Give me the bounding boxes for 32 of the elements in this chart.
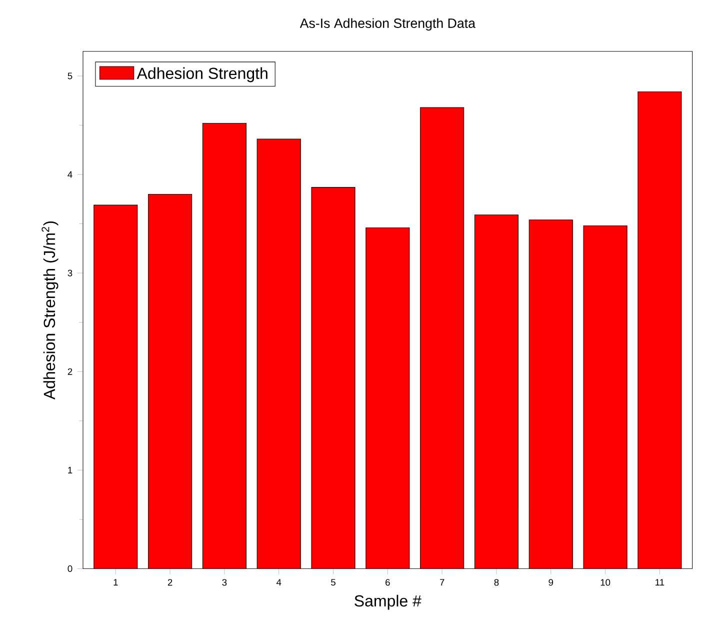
bar xyxy=(366,228,410,569)
y-tick-label: 4 xyxy=(68,171,72,178)
x-tick-label: 8 xyxy=(494,579,499,586)
chart-title: As-Is Adhesion Strength Data xyxy=(300,18,476,31)
x-tick-label: 7 xyxy=(440,579,444,586)
bar xyxy=(529,220,573,569)
x-tick-label: 5 xyxy=(331,579,336,586)
bar xyxy=(312,187,356,569)
bar xyxy=(584,226,628,569)
bar xyxy=(148,194,192,569)
x-tick-label: 4 xyxy=(276,579,282,586)
bar xyxy=(202,123,246,569)
x-tick-label: 9 xyxy=(548,579,554,586)
x-tick-label: 2 xyxy=(168,579,172,586)
bar xyxy=(257,139,301,569)
y-tick-label: 1 xyxy=(68,467,72,474)
bar xyxy=(638,92,682,569)
y-tick-label: 3 xyxy=(68,270,72,276)
x-tick-label: 11 xyxy=(656,579,664,586)
y-tick-label: 5 xyxy=(68,72,72,80)
bar xyxy=(474,215,518,569)
y-tick-label: 2 xyxy=(68,368,72,376)
text: Adhesion Strength xyxy=(136,67,268,82)
x-tick-label: 3 xyxy=(222,579,227,586)
y-tick-label: 0 xyxy=(68,566,72,572)
x-tick-label: 1 xyxy=(114,579,118,586)
x-tick-label: 6 xyxy=(386,579,390,586)
y-axis-title: Adhesion Strength (J/m$^{2}$) xyxy=(42,222,58,400)
bar xyxy=(94,205,138,569)
x-axis-title: Sample # xyxy=(354,595,422,610)
x-tick-label: 10 xyxy=(600,579,610,586)
bar xyxy=(420,108,464,569)
